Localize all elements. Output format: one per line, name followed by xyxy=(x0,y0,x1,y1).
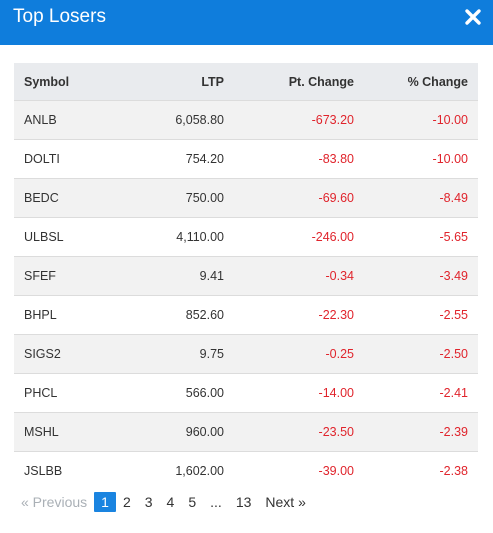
table-row: ANLB 6,058.80 -673.20 -10.00 xyxy=(14,100,478,140)
modal-title: Top Losers xyxy=(13,6,106,27)
symbol-cell: BEDC xyxy=(14,178,124,218)
table-row: SIGS2 9.75 -0.25 -2.50 xyxy=(14,334,478,374)
close-x-icon xyxy=(465,9,481,25)
modal-body: Symbol LTP Pt. Change % Change ANLB 6,05… xyxy=(0,45,493,490)
symbol-cell: ULBSL xyxy=(14,217,124,257)
pt-change-cell: -0.34 xyxy=(234,256,364,296)
table-row: ULBSL 4,110.00 -246.00 -5.65 xyxy=(14,217,478,257)
pt-change-cell: -69.60 xyxy=(234,178,364,218)
pt-change-cell: -0.25 xyxy=(234,334,364,374)
pagination-page-2[interactable]: 2 xyxy=(122,494,131,510)
pagination-page-13[interactable]: 13 xyxy=(235,494,252,510)
pct-change-cell: -2.38 xyxy=(364,451,478,490)
pagination-page-4[interactable]: 4 xyxy=(166,494,175,510)
close-icon[interactable] xyxy=(464,8,482,26)
symbol-cell: MSHL xyxy=(14,412,124,452)
pct-change-cell: -2.50 xyxy=(364,334,478,374)
pagination-page-3[interactable]: 3 xyxy=(144,494,153,510)
table-row: DOLTI 754.20 -83.80 -10.00 xyxy=(14,139,478,179)
pt-change-cell: -14.00 xyxy=(234,373,364,413)
table-row: SFEF 9.41 -0.34 -3.49 xyxy=(14,256,478,296)
pct-change-cell: -3.49 xyxy=(364,256,478,296)
column-header-pct-change[interactable]: % Change xyxy=(407,74,468,89)
table-row: BHPL 852.60 -22.30 -2.55 xyxy=(14,295,478,335)
symbol-cell: JSLBB xyxy=(14,451,124,490)
ltp-cell: 754.20 xyxy=(124,139,234,179)
pagination-page-1[interactable]: 1 xyxy=(94,492,116,512)
pagination: « Previous 1 2 3 4 5 ... 13 Next » xyxy=(14,491,313,513)
symbol-cell: SIGS2 xyxy=(14,334,124,374)
ltp-cell: 9.75 xyxy=(124,334,234,374)
column-header-symbol[interactable]: Symbol xyxy=(24,74,70,89)
ltp-cell: 566.00 xyxy=(124,373,234,413)
pt-change-cell: -246.00 xyxy=(234,217,364,257)
ltp-cell: 852.60 xyxy=(124,295,234,335)
ltp-cell: 1,602.00 xyxy=(124,451,234,490)
symbol-cell: SFEF xyxy=(14,256,124,296)
column-header-pt-change[interactable]: Pt. Change xyxy=(288,74,354,89)
pagination-page-5[interactable]: 5 xyxy=(188,494,197,510)
ltp-cell: 960.00 xyxy=(124,412,234,452)
table-row: BEDC 750.00 -69.60 -8.49 xyxy=(14,178,478,218)
table-row: PHCL 566.00 -14.00 -2.41 xyxy=(14,373,478,413)
symbol-cell: DOLTI xyxy=(14,139,124,179)
top-losers-table: Symbol LTP Pt. Change % Change ANLB 6,05… xyxy=(14,63,478,490)
pagination-next[interactable]: Next » xyxy=(265,494,306,510)
column-header-ltp[interactable]: LTP xyxy=(201,74,224,89)
symbol-cell: ANLB xyxy=(14,100,124,140)
pt-change-cell: -673.20 xyxy=(234,100,364,140)
pt-change-cell: -39.00 xyxy=(234,451,364,490)
pct-change-cell: -2.41 xyxy=(364,373,478,413)
pt-change-cell: -23.50 xyxy=(234,412,364,452)
pct-change-cell: -5.65 xyxy=(364,217,478,257)
ltp-cell: 6,058.80 xyxy=(124,100,234,140)
table-row: JSLBB 1,602.00 -39.00 -2.38 xyxy=(14,451,478,490)
pagination-previous[interactable]: « Previous xyxy=(21,494,88,510)
pct-change-cell: -8.49 xyxy=(364,178,478,218)
pct-change-cell: -2.55 xyxy=(364,295,478,335)
pct-change-cell: -10.00 xyxy=(364,100,478,140)
table-row: MSHL 960.00 -23.50 -2.39 xyxy=(14,412,478,452)
pt-change-cell: -83.80 xyxy=(234,139,364,179)
pct-change-cell: -10.00 xyxy=(364,139,478,179)
ltp-cell: 4,110.00 xyxy=(124,217,234,257)
pt-change-cell: -22.30 xyxy=(234,295,364,335)
pagination-ellipsis: ... xyxy=(210,494,222,510)
ltp-cell: 9.41 xyxy=(124,256,234,296)
modal-header: Top Losers xyxy=(0,0,493,45)
ltp-cell: 750.00 xyxy=(124,178,234,218)
pct-change-cell: -2.39 xyxy=(364,412,478,452)
symbol-cell: PHCL xyxy=(14,373,124,413)
symbol-cell: BHPL xyxy=(14,295,124,335)
table-header-row: Symbol LTP Pt. Change % Change xyxy=(14,63,478,101)
